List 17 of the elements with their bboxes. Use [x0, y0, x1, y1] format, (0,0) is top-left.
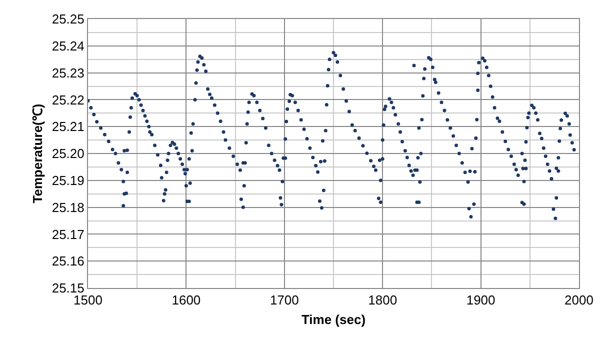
y-tick-label: 25.20: [52, 146, 84, 162]
y-tick-label: 25.18: [52, 200, 84, 215]
y-tick-label: 25.16: [52, 254, 84, 269]
y-tick-label: 25.19: [52, 172, 84, 188]
y-tick-label: 25.21: [52, 119, 84, 134]
x-tick-label: 1700: [270, 292, 299, 308]
x-tick-label: 1900: [466, 292, 496, 308]
x-tick-label: 1600: [172, 292, 201, 308]
y-tick-label: 25.24: [52, 38, 84, 54]
y-tick-label: 25.17: [52, 226, 84, 242]
y-tick-label: 25.25: [52, 12, 84, 27]
x-axis-title: Time (sec): [301, 312, 366, 328]
x-tick-label: 2000: [564, 292, 594, 308]
y-tick-label: 25.23: [52, 65, 84, 80]
x-tick-label: 1800: [368, 292, 398, 308]
y-axis-title: Temperature(℃): [30, 104, 45, 204]
y-tick-label: 25.22: [52, 92, 84, 108]
